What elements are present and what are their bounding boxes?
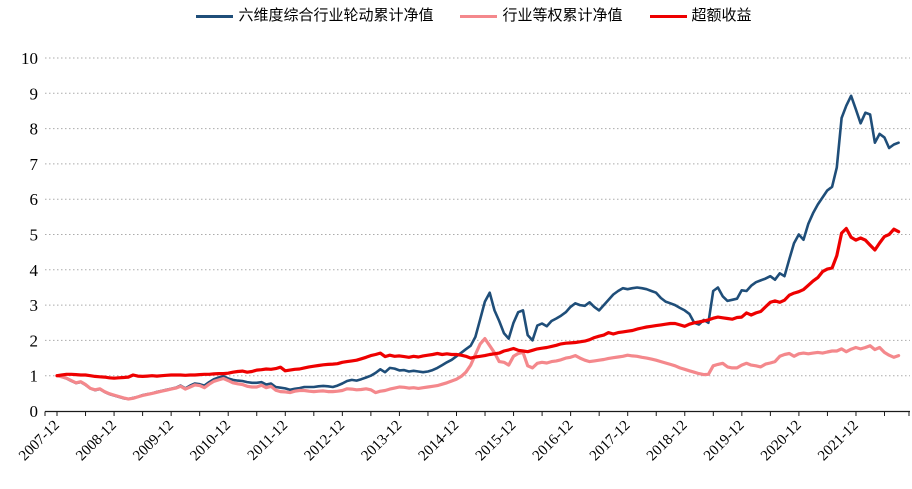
series-line-rotation bbox=[55, 94, 900, 401]
x-tick-label-2012-12: 2012-12 bbox=[302, 418, 349, 465]
legend-label-excess-return: 超额收益 bbox=[691, 8, 752, 24]
y-tick-label-10: 10 bbox=[21, 49, 38, 68]
x-tick-label-2008-12: 2008-12 bbox=[73, 418, 120, 465]
y-tick-label-0: 0 bbox=[30, 402, 39, 421]
x-tick-label-2011-12: 2011-12 bbox=[245, 418, 291, 464]
x-tick-label-2021-12: 2021-12 bbox=[815, 418, 862, 465]
legend-label-equal-weight: 行业等权累计净值 bbox=[502, 8, 623, 24]
x-tick-label-2020-12: 2020-12 bbox=[758, 418, 805, 465]
y-tick-label-8: 8 bbox=[30, 120, 39, 139]
y-tick-label-1: 1 bbox=[30, 367, 39, 386]
x-tick-label-2017-12: 2017-12 bbox=[587, 418, 634, 465]
y-tick-label-9: 9 bbox=[30, 84, 39, 103]
y-tick-label-7: 7 bbox=[30, 155, 39, 174]
legend-item-rotation: 六维度综合行业轮动累计净值 bbox=[196, 9, 433, 24]
y-tick-label-4: 4 bbox=[30, 261, 39, 280]
x-tick-label-2009-12: 2009-12 bbox=[130, 418, 177, 465]
x-tick-label-2013-12: 2013-12 bbox=[359, 418, 406, 465]
legend-line-swatch-rotation bbox=[196, 15, 234, 18]
legend-line-swatch-equal-weight bbox=[460, 15, 498, 18]
y-tick-label-2: 2 bbox=[30, 331, 39, 350]
x-tick-label-2016-12: 2016-12 bbox=[530, 418, 577, 465]
legend-item-equal-weight: 行业等权累计净值 bbox=[460, 8, 623, 24]
x-tick-label-2014-12: 2014-12 bbox=[416, 418, 463, 465]
x-tick-label-2010-12: 2010-12 bbox=[187, 418, 234, 465]
x-tick-label-2007-12: 2007-12 bbox=[16, 418, 63, 465]
chart-legend: 六维度综合行业轮动累计净值 行业等权累计净值 超额收益 bbox=[0, 9, 912, 24]
legend-item-excess-return: 超额收益 bbox=[649, 8, 752, 24]
legend-line-swatch-excess-return bbox=[649, 15, 687, 18]
legend-label-rotation: 六维度综合行业轮动累计净值 bbox=[238, 8, 434, 24]
series-line-excess-return bbox=[55, 226, 901, 380]
x-tick-label-2018-12: 2018-12 bbox=[644, 418, 691, 465]
y-tick-label-3: 3 bbox=[30, 296, 39, 315]
x-tick-label-2019-12: 2019-12 bbox=[701, 418, 748, 465]
x-tick-label-2015-12: 2015-12 bbox=[473, 418, 520, 465]
series-line-equal-weight bbox=[55, 337, 901, 401]
y-tick-label-6: 6 bbox=[30, 190, 39, 209]
y-tick-label-5: 5 bbox=[30, 226, 39, 245]
